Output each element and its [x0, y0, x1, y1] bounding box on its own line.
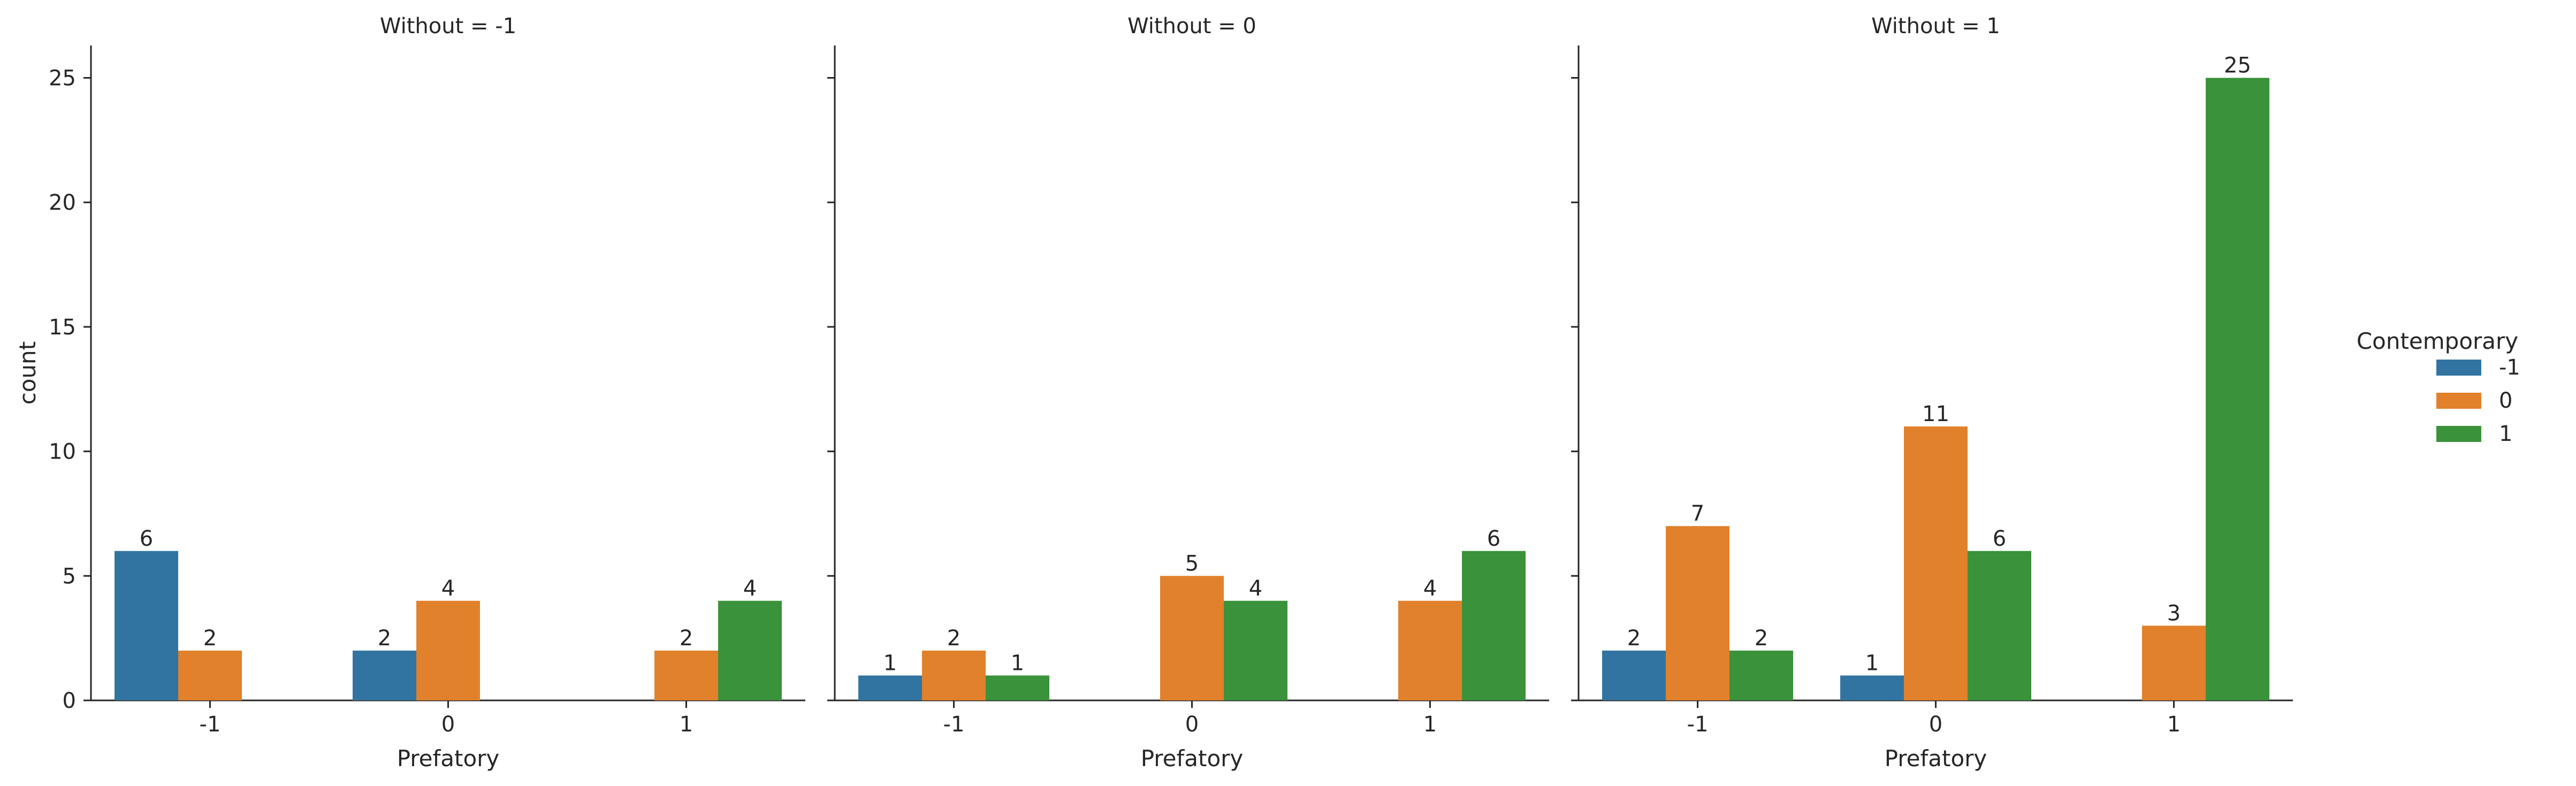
bar-2-2-2: [2206, 78, 2269, 700]
bar-1-2-1: [1224, 600, 1287, 700]
bar-label-0-1-2: 2: [680, 626, 693, 651]
bar-label-2-1-0: 7: [1691, 501, 1704, 526]
bar-label-0-2-2: 4: [743, 576, 757, 601]
bar-label-0-0-1: 2: [378, 626, 391, 651]
y-tick-label-5: 5: [63, 564, 76, 589]
x-axis-label-2: Prefatory: [1885, 745, 1987, 772]
bar-1-1-0: [922, 650, 986, 700]
bar-0-1-0: [178, 650, 242, 700]
bar-1-2-0: [986, 675, 1049, 700]
bar-label-1-1-0: 2: [947, 626, 961, 651]
legend-swatch-0: [2436, 360, 2481, 376]
y-tick-label-20: 20: [49, 190, 76, 215]
y-tick-label-0: 0: [63, 689, 76, 713]
bar-label-1-1-2: 4: [1423, 576, 1437, 601]
bar-0-0-0: [115, 551, 178, 700]
facet-title-2: Without = 1: [1871, 14, 2000, 39]
x-tick-label-0-0: -1: [200, 712, 221, 737]
bar-2-0-0: [1602, 650, 1666, 700]
bar-label-1-2-1: 4: [1249, 576, 1262, 601]
bar-0-1-2: [654, 650, 718, 700]
bar-label-0-1-0: 2: [203, 626, 217, 651]
bar-1-2-2: [1462, 551, 1526, 700]
bar-2-2-0: [1729, 650, 1793, 700]
bar-2-1-0: [1666, 526, 1729, 700]
bar-1-0-0: [858, 675, 922, 700]
bar-label-2-2-1: 6: [1993, 526, 2006, 551]
legend-swatch-1: [2436, 393, 2481, 409]
bar-label-1-1-1: 5: [1185, 551, 1199, 576]
legend-swatch-2: [2436, 426, 2481, 442]
y-tick-label-15: 15: [49, 315, 76, 340]
facet-title-1: Without = 0: [1127, 14, 1256, 39]
x-tick-label-2-0: -1: [1687, 712, 1709, 737]
bar-label-1-2-2: 6: [1487, 526, 1500, 551]
bar-2-0-1: [1840, 675, 1904, 700]
bar-0-2-2: [718, 600, 782, 700]
x-tick-label-1-1: 0: [1185, 712, 1199, 737]
y-tick-label-25: 25: [49, 66, 76, 91]
legend-label-1: 0: [2499, 388, 2512, 413]
bar-label-2-1-2: 3: [2167, 601, 2181, 625]
bar-label-2-1-1: 11: [1922, 402, 1949, 426]
bar-2-2-1: [1968, 551, 2031, 700]
bar-label-0-0-0: 6: [140, 526, 153, 551]
x-axis-label-1: Prefatory: [1141, 745, 1244, 772]
x-tick-label-0-2: 1: [680, 712, 693, 737]
y-axis-label: count: [14, 341, 41, 405]
x-axis-label-0: Prefatory: [397, 745, 500, 772]
bar-1-1-2: [1398, 600, 1462, 700]
y-tick-label-10: 10: [49, 440, 76, 464]
bar-label-2-0-0: 2: [1627, 626, 1641, 651]
bar-label-2-2-2: 25: [2224, 54, 2251, 78]
x-tick-label-1-0: -1: [943, 712, 965, 737]
x-tick-label-0-1: 0: [441, 712, 455, 737]
x-tick-label-2-2: 1: [2167, 712, 2181, 737]
bar-0-1-1: [416, 600, 480, 700]
legend-label-2: 1: [2499, 422, 2512, 446]
legend-title: Contemporary: [2357, 328, 2518, 354]
bar-label-2-2-0: 2: [1755, 626, 1768, 651]
bar-0-0-1: [353, 650, 416, 700]
bar-2-1-1: [1904, 426, 1968, 700]
bar-label-2-0-1: 1: [1865, 651, 1879, 675]
x-tick-label-1-2: 1: [1423, 712, 1437, 737]
facet-title-0: Without = -1: [380, 14, 516, 39]
bar-2-1-2: [2142, 625, 2206, 700]
bar-label-0-1-1: 4: [441, 576, 455, 601]
bar-label-1-0-0: 1: [883, 651, 897, 675]
legend-label-0: -1: [2499, 355, 2520, 380]
bar-label-1-2-0: 1: [1011, 651, 1024, 675]
bar-1-1-1: [1160, 576, 1224, 700]
x-tick-label-2-1: 0: [1929, 712, 1942, 737]
